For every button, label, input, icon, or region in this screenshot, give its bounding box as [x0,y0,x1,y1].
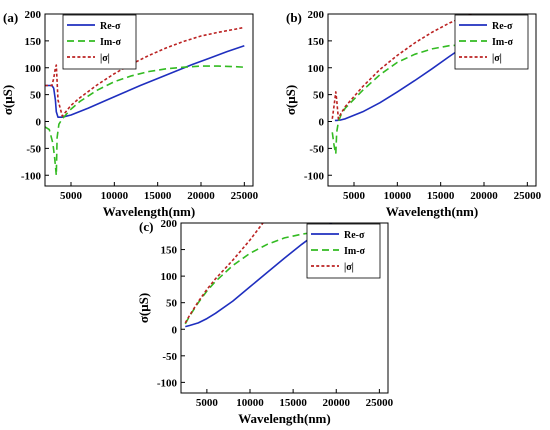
x-tick-label: 5000 [343,190,366,202]
y-tick-label: 0 [319,117,325,129]
series-line-2 [45,65,245,177]
x-tick-label: 25000 [514,190,542,202]
y-tick-label: 50 [166,298,178,310]
y-tick-label: -100 [21,170,42,182]
y-tick-label: 150 [161,245,178,257]
series-line-2 [331,43,476,155]
x-tick-label: 25000 [366,397,394,409]
legend-label-2: Im-σ [100,37,122,48]
legend: Re-σ Im-σ |σ| [306,223,381,279]
x-tick-label: 5000 [60,190,83,202]
x-tick-label: 20000 [470,190,498,202]
y-tick-label: 150 [308,36,325,48]
panel-label: (c) [139,219,153,234]
panel-3: 5000 10000 15000 20000 25000 -100 -50 0 50 100 150… [136,218,394,426]
legend-label-2: Im-σ [344,246,366,257]
x-axis-title: Wavelength(nm) [238,411,330,426]
legend-label-1: Re-σ [100,21,121,32]
x-tick-label: 20000 [187,190,215,202]
legend-label-3: |σ| [100,53,110,64]
series-line-3 [45,26,245,117]
legend-label-2: Im-σ [492,37,514,48]
y-tick-label: -50 [309,143,324,155]
x-tick-label: 15000 [279,397,307,409]
x-tick-label: 15000 [144,190,172,202]
series-line-1 [185,223,333,328]
y-axis-title: σ(μS) [0,85,15,115]
series-line-3 [184,223,264,324]
x-axis-title: Wavelength(nm) [386,204,478,219]
y-tick-label: 50 [313,90,325,102]
y-tick-label: 100 [308,63,325,75]
legend-box [62,14,137,70]
legend-label-3: |σ| [344,262,354,273]
y-axis-title: σ(μS) [136,293,151,323]
legend-box [306,223,381,279]
y-tick-label: 100 [161,271,178,283]
legend-label-3: |σ| [492,53,502,64]
y-tick-label: -50 [162,351,177,363]
y-tick-label: 150 [25,36,42,48]
series-line-3 [331,14,475,120]
panel-label: (a) [3,10,18,25]
x-tick-label: 15000 [427,190,455,202]
y-tick-label: 0 [172,324,178,336]
x-tick-label: 10000 [101,190,129,202]
series-line-1 [45,44,245,118]
y-tick-label: -100 [157,377,178,389]
x-tick-label: 10000 [384,190,412,202]
plot-frame [44,13,254,187]
legend: Re-σ Im-σ |σ| [454,14,529,70]
y-axis-title: σ(μS) [283,85,298,115]
x-tick-label: 25000 [231,190,259,202]
legend: Re-σ Im-σ |σ| [62,14,137,70]
y-tick-label: -100 [304,170,325,182]
legend-box [454,14,529,70]
x-tick-label: 5000 [196,397,219,409]
y-tick-label: -50 [26,143,41,155]
legend-label-1: Re-σ [344,230,365,241]
plot-frame [180,222,389,394]
series-group [45,26,245,177]
y-tick-label: 50 [30,90,42,102]
y-tick-label: 200 [161,218,178,230]
legend-label-1: Re-σ [492,21,513,32]
y-tick-label: 100 [25,63,42,75]
panel-1: 5000 10000 15000 20000 25000 -100 -50 0 50 100 150… [0,9,259,219]
y-tick-label: 200 [25,9,42,21]
y-tick-label: 0 [36,117,42,129]
panel-label: (b) [286,10,302,25]
x-tick-label: 20000 [323,397,351,409]
x-axis-title: Wavelength(nm) [103,204,195,219]
x-tick-label: 10000 [236,397,264,409]
plot-frame [327,13,537,187]
y-tick-label: 200 [308,9,325,21]
panel-2: 5000 10000 15000 20000 25000 -100 -50 0 50 100 150… [283,9,542,219]
